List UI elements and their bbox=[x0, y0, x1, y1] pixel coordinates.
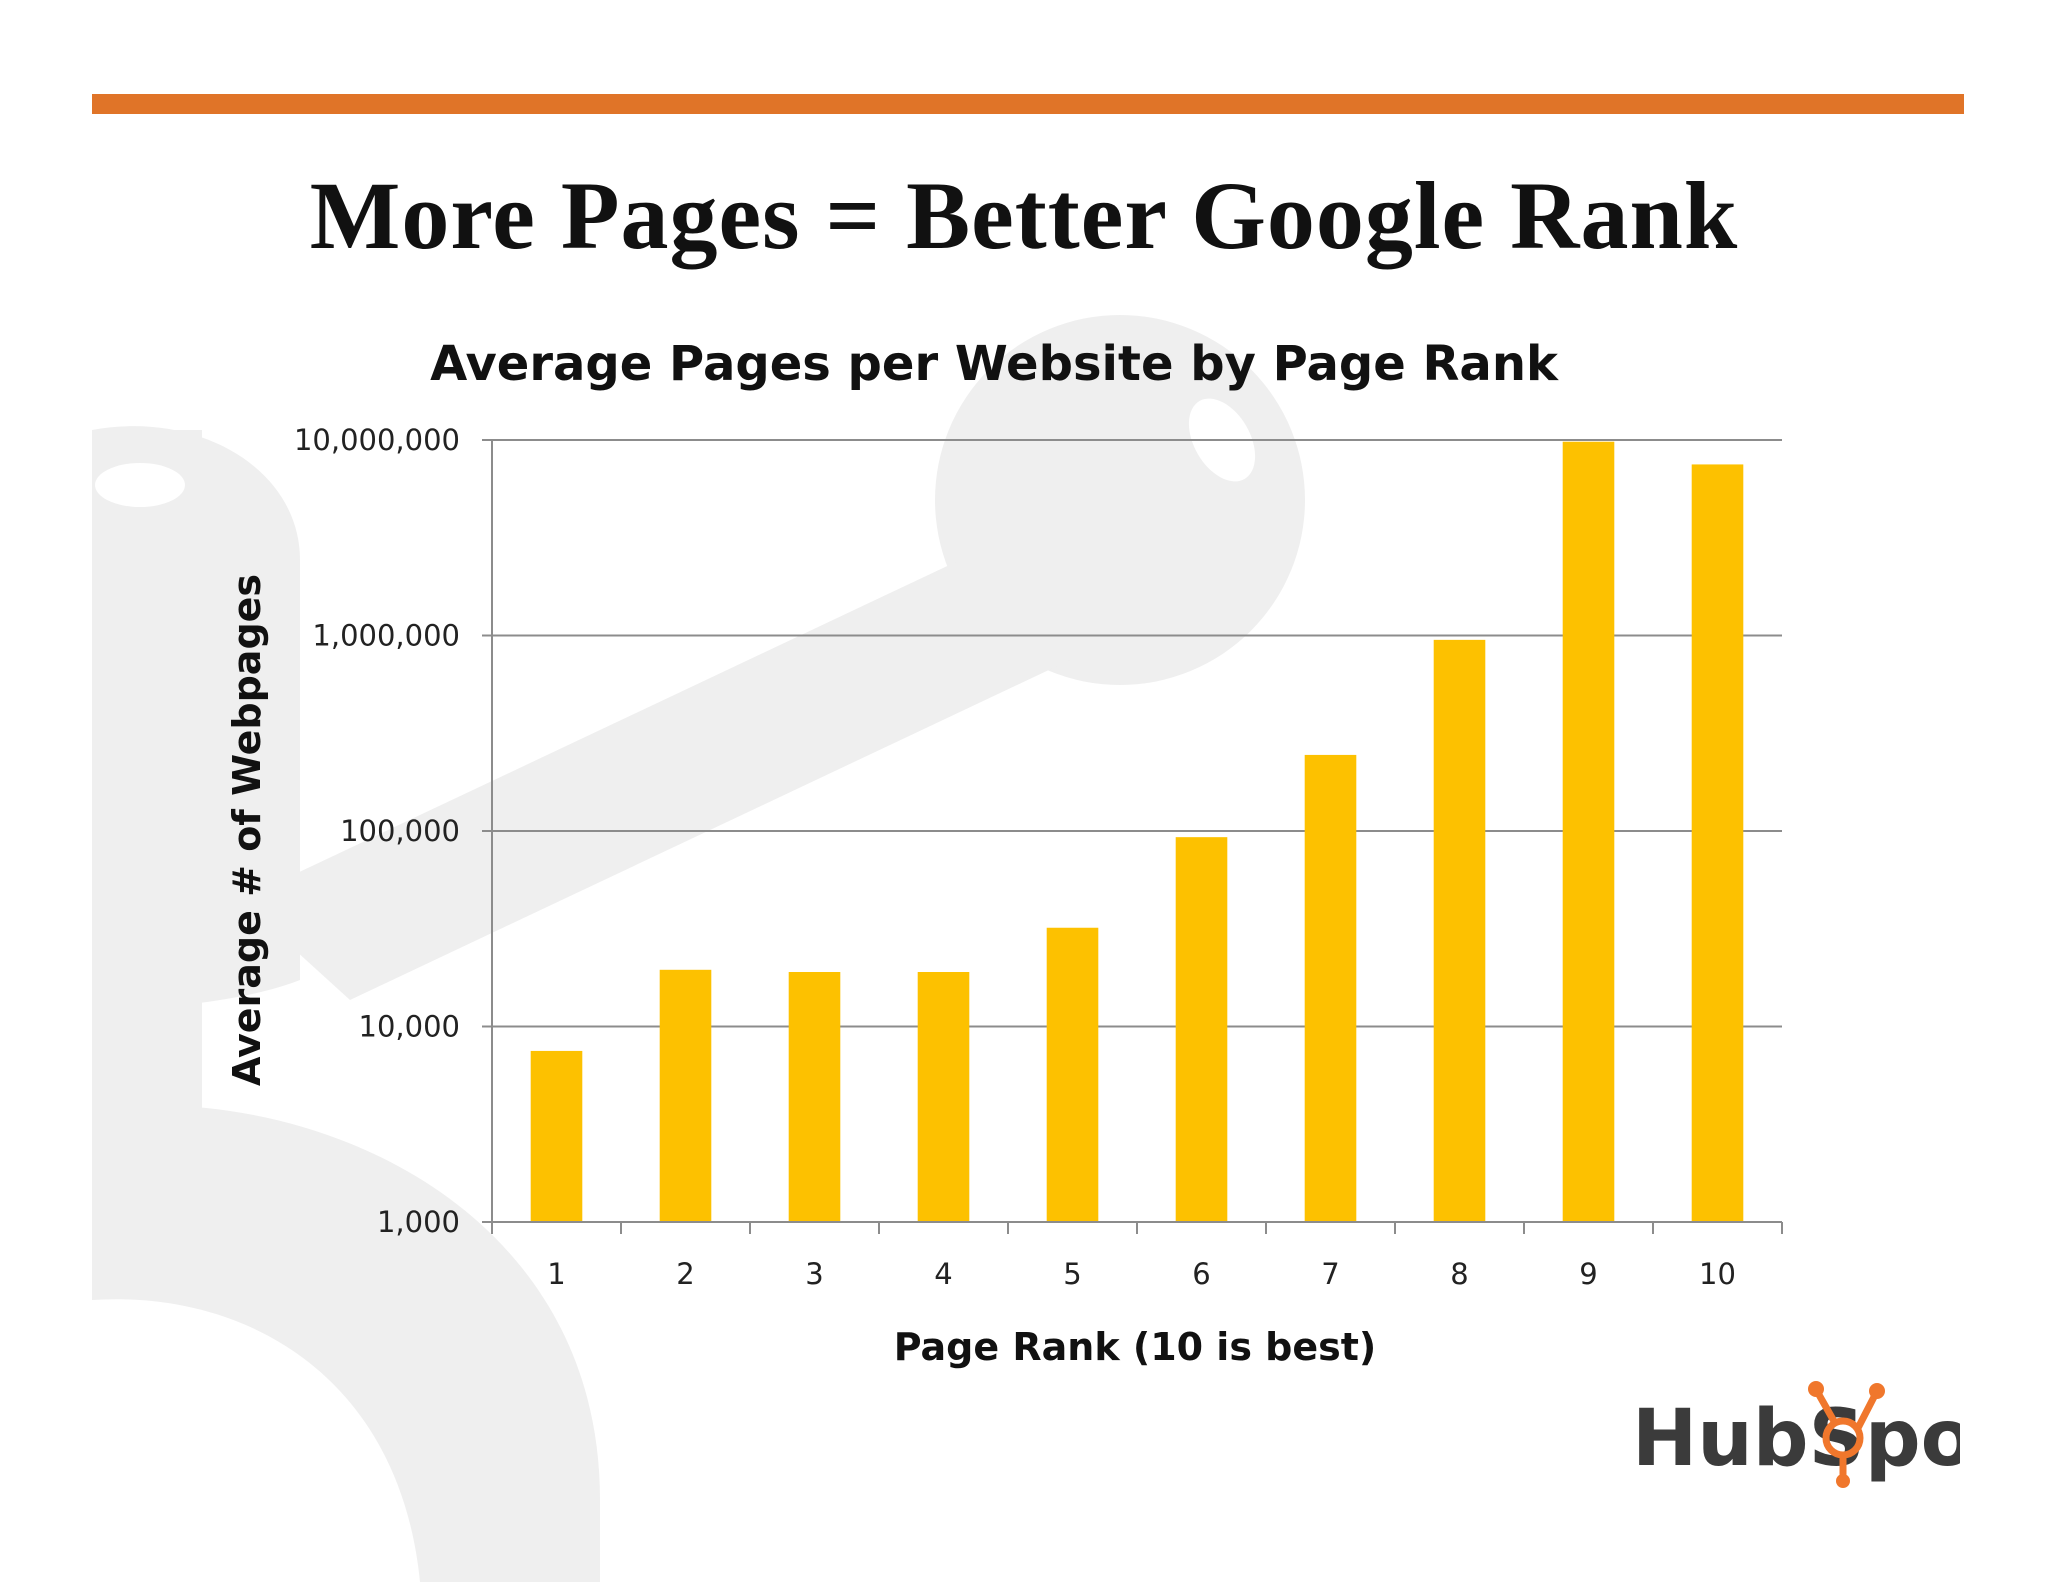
y-tick-label: 10,000 bbox=[359, 1010, 460, 1044]
chart-title: Average Pages per Website by Page Rank bbox=[430, 336, 1559, 392]
bar bbox=[1691, 464, 1744, 1222]
bar bbox=[788, 972, 841, 1222]
x-axis-title: Page Rank (10 is best) bbox=[894, 1325, 1377, 1369]
x-tick-label: 4 bbox=[934, 1257, 952, 1291]
bars bbox=[530, 441, 1744, 1222]
x-tick-label: 1 bbox=[547, 1257, 565, 1291]
bar bbox=[1433, 639, 1486, 1222]
accent-bar bbox=[92, 94, 1964, 114]
x-tick-label: 10 bbox=[1699, 1257, 1736, 1291]
x-tick-label: 8 bbox=[1450, 1257, 1468, 1291]
accent-bar-fill bbox=[92, 94, 1964, 114]
bar bbox=[1562, 441, 1615, 1222]
bar bbox=[917, 972, 970, 1222]
slide-title: More Pages = Better Google Rank bbox=[309, 162, 1739, 269]
y-tick-label: 1,000 bbox=[377, 1205, 460, 1239]
bar bbox=[1175, 837, 1228, 1222]
x-tick-labels: 1 2 3 4 5 6 7 8 9 10 bbox=[547, 1257, 1736, 1291]
hubspot-logo: HubSpot bbox=[1632, 1381, 1960, 1488]
y-tick-label: 1,000,000 bbox=[312, 619, 460, 653]
y-axis-title: Average # of Webpages bbox=[225, 574, 269, 1086]
bar bbox=[659, 969, 712, 1222]
sprocket-icon bbox=[1814, 1391, 1879, 1477]
y-tick-labels: 1,000 10,000 100,000 1,000,000 10,000,000 bbox=[294, 423, 460, 1239]
logo-wordmark: HubSpot bbox=[1632, 1394, 1960, 1484]
bar bbox=[1304, 754, 1357, 1222]
x-tick-label: 5 bbox=[1063, 1257, 1081, 1291]
x-tick-label: 9 bbox=[1579, 1257, 1597, 1291]
axes bbox=[482, 439, 1783, 1234]
sprocket-dots bbox=[1808, 1381, 1885, 1488]
bar bbox=[1046, 927, 1099, 1222]
x-tick-label: 6 bbox=[1192, 1257, 1210, 1291]
x-tick-label: 3 bbox=[805, 1257, 823, 1291]
y-tick-label: 10,000,000 bbox=[294, 423, 460, 457]
x-tick-label: 2 bbox=[676, 1257, 694, 1291]
bar bbox=[530, 1050, 583, 1222]
y-tick-label: 100,000 bbox=[340, 814, 460, 848]
x-tick-label: 7 bbox=[1321, 1257, 1339, 1291]
